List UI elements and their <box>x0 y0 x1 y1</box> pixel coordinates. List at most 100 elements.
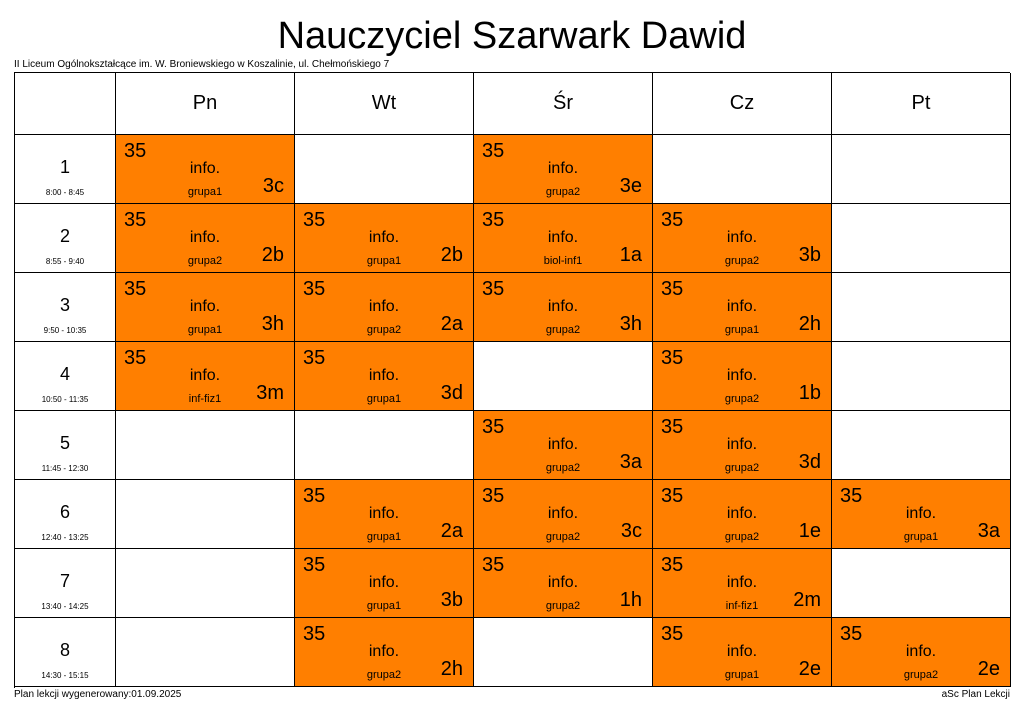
lesson-subject: info. <box>547 160 579 177</box>
lesson-subject: info. <box>189 367 221 384</box>
period-cell: 7 13:40 - 14:25 <box>15 549 116 618</box>
lesson-subject: info. <box>547 436 579 453</box>
lesson-class: 3m <box>256 382 284 404</box>
generated-date: Plan lekcji wygenerowany:01.09.2025 <box>14 689 182 700</box>
empty-slot <box>116 549 295 618</box>
empty-slot <box>832 273 1011 342</box>
period-number: 5 <box>59 433 70 453</box>
day-header: Śr <box>474 73 653 135</box>
period-cell: 8 14:30 - 15:15 <box>15 618 116 687</box>
lesson-card[interactable]: 35 info. grupa1 2h <box>653 273 832 342</box>
lesson-class: 1a <box>619 244 642 266</box>
empty-slot <box>832 135 1011 204</box>
lesson-subject: info. <box>726 367 758 384</box>
empty-slot <box>474 342 653 411</box>
lesson-room: 35 <box>840 623 863 645</box>
lesson-card[interactable]: 35 info. grupa2 1h <box>474 549 653 618</box>
lesson-subject: info. <box>547 574 579 591</box>
lesson-subject: info. <box>726 643 758 660</box>
lesson-room: 35 <box>124 347 147 369</box>
lesson-subject: info. <box>368 229 400 246</box>
lesson-card[interactable]: 35 info. grupa2 2b <box>116 204 295 273</box>
lesson-room: 35 <box>661 209 684 231</box>
lesson-class: 3a <box>977 520 1000 542</box>
lesson-card[interactable]: 35 info. grupa2 3d <box>653 411 832 480</box>
day-header: Cz <box>653 73 832 135</box>
lesson-room: 35 <box>482 278 505 300</box>
lesson-card[interactable]: 35 info. grupa2 2h <box>295 618 474 687</box>
lesson-group: grupa1 <box>724 669 760 681</box>
lesson-class: 3a <box>619 451 642 473</box>
lesson-card[interactable]: 35 info. grupa2 2a <box>295 273 474 342</box>
lesson-room: 35 <box>482 554 505 576</box>
period-time: 8:55 - 9:40 <box>45 257 85 266</box>
lesson-subject: info. <box>726 505 758 522</box>
period-number: 1 <box>59 157 70 177</box>
lesson-subject: info. <box>726 574 758 591</box>
lesson-group: grupa2 <box>545 600 581 612</box>
lesson-group: grupa2 <box>366 669 402 681</box>
lesson-subject: info. <box>368 574 400 591</box>
period-number: 3 <box>59 295 70 315</box>
lesson-group: grupa1 <box>366 255 402 267</box>
lesson-card[interactable]: 35 info. grupa1 3c <box>116 135 295 204</box>
lesson-group: grupa1 <box>187 186 223 198</box>
lesson-class: 3c <box>262 175 284 197</box>
lesson-class: 2e <box>977 658 1000 680</box>
lesson-card[interactable]: 35 info. inf-fiz1 3m <box>116 342 295 411</box>
lesson-room: 35 <box>840 485 863 507</box>
lesson-card[interactable]: 35 info. grupa1 3h <box>116 273 295 342</box>
lesson-room: 35 <box>482 140 505 162</box>
lesson-card[interactable]: 35 info. grupa2 3c <box>474 480 653 549</box>
lesson-group: grupa2 <box>724 462 760 474</box>
lesson-card[interactable]: 35 info. grupa2 1b <box>653 342 832 411</box>
lesson-card[interactable]: 35 info. grupa1 2b <box>295 204 474 273</box>
lesson-group: grupa1 <box>187 324 223 336</box>
lesson-room: 35 <box>661 623 684 645</box>
period-cell: 6 12:40 - 13:25 <box>15 480 116 549</box>
period-time: 9:50 - 10:35 <box>43 326 87 335</box>
lesson-group: grupa2 <box>724 393 760 405</box>
lesson-room: 35 <box>482 416 505 438</box>
lesson-card[interactable]: 35 info. grupa1 2e <box>653 618 832 687</box>
lesson-class: 2a <box>440 313 463 335</box>
lesson-group: inf-fiz1 <box>188 393 222 405</box>
lesson-subject: info. <box>189 160 221 177</box>
lesson-card[interactable]: 35 info. grupa1 3b <box>295 549 474 618</box>
lesson-room: 35 <box>303 209 326 231</box>
period-time: 14:30 - 15:15 <box>41 671 89 680</box>
lesson-card[interactable]: 35 info. grupa2 3a <box>474 411 653 480</box>
lesson-group: grupa2 <box>545 186 581 198</box>
lesson-group: grupa2 <box>545 531 581 543</box>
lesson-card[interactable]: 35 info. grupa2 3b <box>653 204 832 273</box>
lesson-card[interactable]: 35 info. grupa2 3e <box>474 135 653 204</box>
lesson-subject: info. <box>547 298 579 315</box>
lesson-room: 35 <box>482 485 505 507</box>
lesson-class: 1h <box>619 589 642 611</box>
lesson-group: grupa1 <box>903 531 939 543</box>
empty-slot <box>116 618 295 687</box>
lesson-card[interactable]: 35 info. biol-inf1 1a <box>474 204 653 273</box>
lesson-subject: info. <box>547 229 579 246</box>
lesson-card[interactable]: 35 info. grupa2 2e <box>832 618 1011 687</box>
lesson-card[interactable]: 35 info. grupa2 3h <box>474 273 653 342</box>
lesson-subject: info. <box>189 229 221 246</box>
empty-slot <box>653 135 832 204</box>
lesson-room: 35 <box>482 209 505 231</box>
lesson-card[interactable]: 35 info. inf-fiz1 2m <box>653 549 832 618</box>
period-number: 2 <box>59 226 70 246</box>
lesson-room: 35 <box>303 554 326 576</box>
lesson-group: grupa1 <box>724 324 760 336</box>
empty-slot <box>116 480 295 549</box>
lesson-card[interactable]: 35 info. grupa1 3d <box>295 342 474 411</box>
lesson-card[interactable]: 35 info. grupa2 1e <box>653 480 832 549</box>
lesson-class: 1b <box>798 382 821 404</box>
period-time: 12:40 - 13:25 <box>41 533 89 542</box>
empty-slot <box>832 411 1011 480</box>
lesson-group: grupa2 <box>903 669 939 681</box>
period-time: 11:45 - 12:30 <box>41 464 89 473</box>
lesson-class: 2m <box>793 589 821 611</box>
lesson-card[interactable]: 35 info. grupa1 3a <box>832 480 1011 549</box>
lesson-card[interactable]: 35 info. grupa1 2a <box>295 480 474 549</box>
lesson-subject: info. <box>726 229 758 246</box>
